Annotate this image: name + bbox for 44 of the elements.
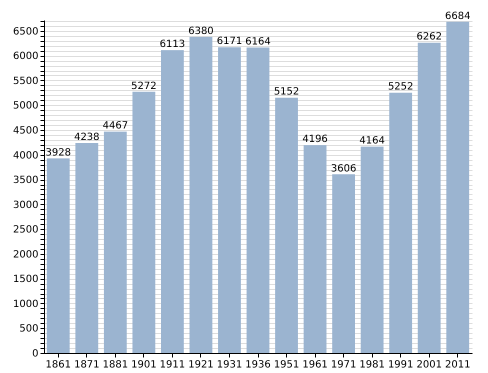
y-tick-label: 1500: [13, 274, 38, 286]
y-tick-label: 5500: [13, 76, 38, 87]
x-tick-label: 1971: [330, 360, 356, 370]
y-tick-label: 5000: [13, 100, 38, 112]
data-label: 6164: [245, 36, 271, 48]
y-tick-label: 0: [32, 348, 38, 360]
y-tick-label: 3000: [13, 200, 38, 211]
x-tick-label: 1961: [302, 360, 328, 370]
data-label: 4467: [102, 120, 128, 132]
data-label: 6262: [416, 32, 442, 43]
data-label: 6380: [188, 26, 214, 37]
x-tick-label: 1911: [160, 360, 186, 370]
data-label: 4196: [302, 134, 328, 146]
x-tick-label: 1931: [216, 360, 242, 370]
x-tick-label: 1921: [188, 360, 214, 370]
x-tick-label: 2001: [416, 360, 442, 370]
y-tick-label: 6500: [13, 26, 38, 38]
y-tick-label: 2000: [13, 249, 38, 260]
y-tick-label: 2500: [13, 224, 38, 236]
y-tick-label: 4500: [13, 126, 38, 137]
y-tick-label: 6000: [13, 51, 38, 62]
x-tick-label: 1901: [131, 360, 157, 370]
data-label: 5152: [274, 86, 300, 98]
data-label: 5272: [131, 80, 157, 92]
x-tick-label: 1881: [102, 360, 128, 370]
y-tick-label: 500: [19, 324, 38, 335]
x-tick-label: 1936: [245, 360, 271, 370]
x-tick-label: 1871: [74, 360, 100, 370]
x-tick-label: 2011: [445, 360, 470, 370]
y-tick-label: 1000: [13, 298, 38, 310]
data-label: 3928: [46, 147, 71, 158]
data-label: 3606: [330, 163, 356, 174]
x-tick-label: 1861: [46, 360, 71, 370]
y-tick-label: 4000: [13, 150, 38, 162]
x-tick-label: 1981: [359, 360, 385, 370]
x-tick-label: 1951: [274, 360, 300, 370]
data-label: 5252: [388, 82, 414, 93]
data-label: 6113: [160, 39, 186, 50]
data-label: 6684: [445, 10, 470, 22]
data-label: 6171: [216, 36, 242, 48]
data-label: 4238: [74, 132, 100, 143]
y-tick-label: 3500: [13, 175, 38, 186]
x-tick-label: 1991: [388, 360, 414, 370]
data-label: 4164: [359, 136, 385, 147]
